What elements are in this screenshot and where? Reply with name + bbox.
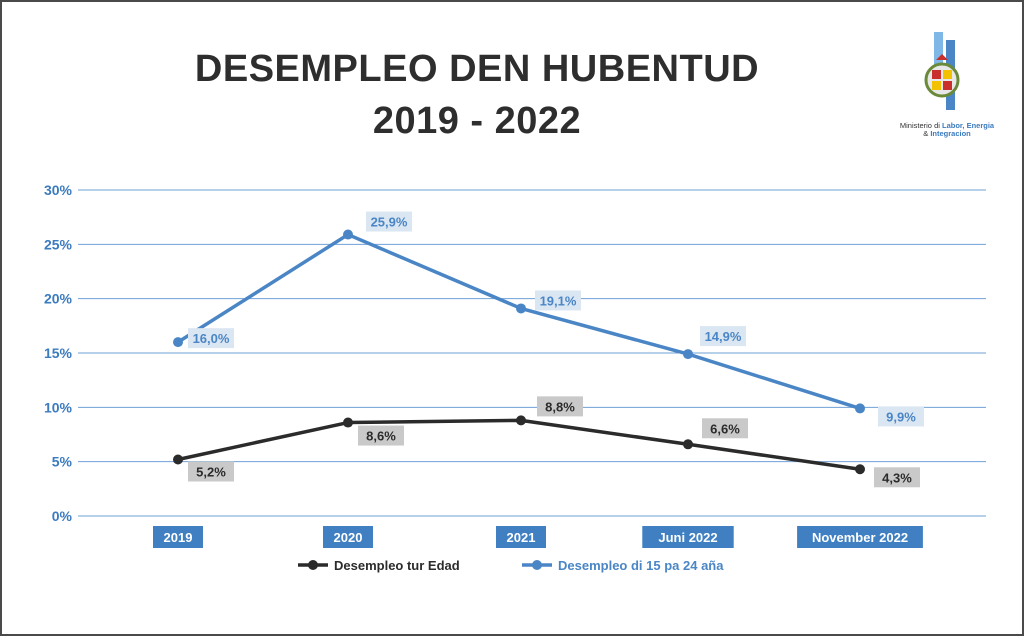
data-label-box	[366, 211, 412, 232]
data-label: 8,8%	[545, 399, 575, 414]
data-label-box	[535, 290, 581, 311]
legend-label: Desempleo di 15 pa 24 aña	[558, 558, 724, 573]
data-label-box	[874, 467, 920, 488]
data-label: 6,6%	[710, 421, 740, 436]
data-label-box	[188, 461, 234, 482]
data-point	[343, 417, 353, 428]
data-label: 25,9%	[371, 215, 408, 230]
legend-swatch-point	[308, 560, 318, 570]
logo-caption-highlight-2: Integracion	[930, 129, 971, 138]
chart-title-line1: DESEMPLEO DEN HUBENTUD	[194, 48, 760, 90]
y-tick-label: 30%	[44, 182, 73, 198]
data-point	[516, 303, 526, 314]
logo-caption-highlight: Labor, Energia	[942, 121, 995, 130]
data-point	[173, 337, 183, 348]
x-tick-label: Juni 2022	[658, 530, 717, 545]
data-label-box	[358, 425, 404, 446]
x-tick-box	[496, 526, 546, 548]
data-point	[683, 439, 693, 450]
y-tick-label: 20%	[44, 291, 73, 307]
data-point	[855, 403, 865, 414]
data-label: 8,6%	[366, 429, 396, 444]
logo-caption: Ministerio di Labor, Energia & Integraci…	[892, 122, 1002, 138]
x-tick-label: November 2022	[812, 530, 908, 545]
ministry-logo	[924, 32, 960, 110]
data-label: 16,0%	[193, 331, 230, 346]
y-tick-label: 25%	[44, 236, 73, 252]
data-label-box	[700, 326, 746, 347]
logo-caption-text: Ministerio di	[899, 121, 940, 130]
data-label-box	[188, 328, 234, 349]
data-label-box	[702, 418, 748, 439]
data-label-box	[878, 406, 924, 427]
data-label: 9,9%	[886, 409, 916, 424]
data-label: 4,3%	[882, 470, 912, 485]
series-line	[177, 232, 861, 411]
data-point	[343, 229, 353, 240]
data-label-box	[537, 396, 583, 417]
data-point	[683, 349, 693, 360]
data-point	[173, 454, 183, 465]
data-label: 5,2%	[196, 464, 226, 479]
y-tick-label: 0%	[52, 508, 73, 524]
data-label: 14,9%	[705, 329, 742, 344]
y-tick-label: 5%	[52, 454, 73, 470]
legend-swatch-point	[532, 560, 542, 570]
data-point	[516, 415, 526, 426]
x-tick-box	[797, 526, 923, 548]
x-tick-box	[642, 526, 734, 548]
chart-title-line2: 2019 - 2022	[372, 100, 582, 142]
y-tick-label: 10%	[44, 399, 73, 415]
x-tick-box	[153, 526, 203, 548]
y-tick-label: 15%	[44, 345, 73, 361]
legend-label: Desempleo tur Edad	[334, 558, 460, 573]
data-label: 19,1%	[540, 293, 577, 308]
x-tick-label: 2020	[334, 530, 363, 545]
x-tick-box	[323, 526, 373, 548]
x-tick-label: 2021	[507, 530, 536, 545]
x-tick-label: 2019	[164, 530, 193, 545]
data-point	[855, 464, 865, 475]
logo-caption-amp: &	[923, 129, 929, 138]
